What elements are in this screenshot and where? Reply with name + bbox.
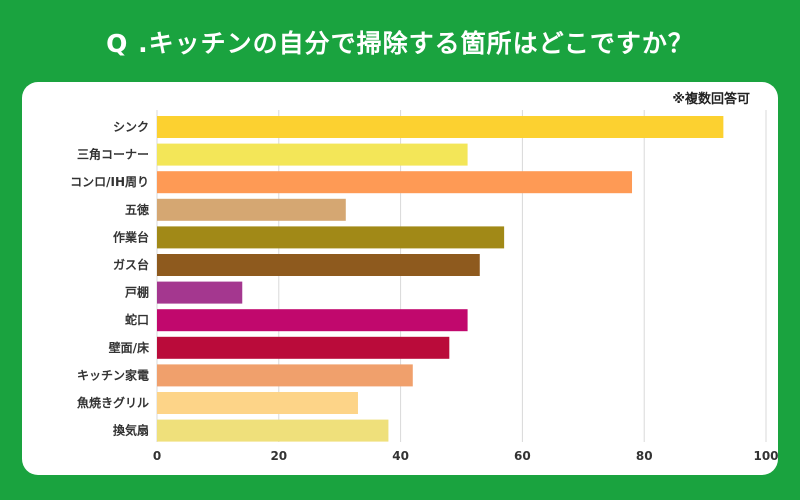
x-tick-label: 0 [153, 449, 161, 463]
x-tick-label: 100 [753, 449, 778, 463]
category-label: 三角コーナー [77, 147, 149, 162]
bar [157, 364, 413, 387]
x-tick-label: 40 [392, 449, 409, 463]
category-label: 換気扇 [113, 423, 149, 438]
x-tick-label: 60 [514, 449, 531, 463]
category-label: シンク [113, 120, 149, 134]
multiple-answer-note: ※複数回答可 [672, 92, 750, 107]
category-label: 蛇口 [125, 312, 149, 327]
bar [157, 116, 724, 138]
bar [157, 198, 346, 221]
bar [157, 281, 243, 304]
bar [157, 143, 468, 166]
category-label: 戸棚 [125, 285, 149, 300]
category-label: 五徳 [125, 202, 149, 217]
page-title: Q .キッチンの自分で掃除する箇所はどこですか？ [106, 29, 694, 58]
category-label: 魚焼きグリル [77, 395, 149, 410]
bar-chart: 0 20 40 60 80 100 シンク三角コーナーコンロ/IH周り五徳作業台ガス台戸棚蛇… [70, 110, 778, 463]
category-label: 壁面/床 [109, 340, 150, 355]
category-label: キッチン家電 [77, 367, 149, 382]
bar [157, 419, 389, 442]
bar [157, 392, 358, 414]
bar [157, 254, 480, 276]
chart-panel: ※複数回答可 0 20 40 60 80 100 シンク三角コーナーコンロ/IH周り五徳作業… [22, 82, 778, 475]
bar [157, 171, 633, 194]
category-label: コンロ/IH周り [70, 175, 149, 189]
bar [157, 226, 505, 249]
category-label: 作業台 [113, 229, 149, 244]
bar [157, 336, 450, 359]
category-label: ガス台 [113, 257, 149, 272]
x-tick-label: 80 [636, 449, 653, 463]
x-tick-label: 20 [270, 449, 287, 463]
bar [157, 309, 468, 332]
